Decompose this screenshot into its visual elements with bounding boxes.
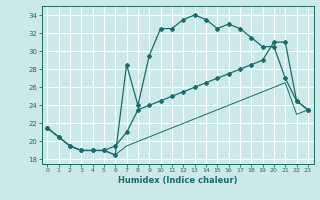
- X-axis label: Humidex (Indice chaleur): Humidex (Indice chaleur): [118, 176, 237, 185]
